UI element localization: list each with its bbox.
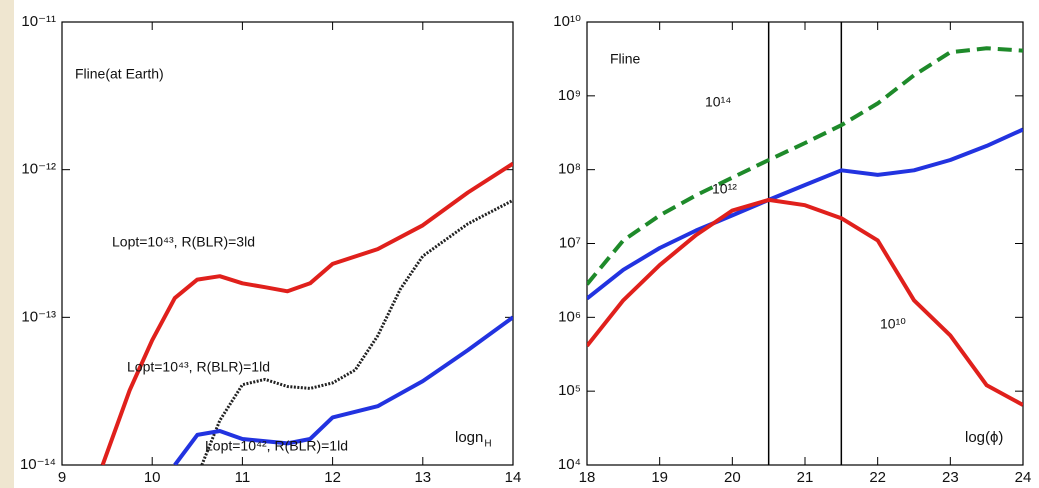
y-tick-label: 10⁻¹³	[21, 308, 56, 325]
x-tick-label: 9	[58, 469, 66, 486]
series-line	[587, 127, 1023, 301]
y-tick-label: 10⁹	[558, 87, 581, 104]
x-tick-label: 22	[869, 469, 886, 486]
x-tick-label: 23	[942, 469, 959, 486]
annotation: Fline(at Earth)	[75, 66, 164, 82]
annotation: Lopt=10⁴³, R(BLR)=1ld	[127, 359, 270, 375]
series-line	[587, 197, 1023, 407]
x-tick-label: 12	[324, 469, 341, 486]
series-line	[100, 161, 513, 465]
y-tick-label: 10⁷	[559, 234, 581, 251]
annotation: 10¹⁰	[880, 316, 906, 332]
x-tick-label: 18	[579, 469, 596, 486]
plot-frame	[61, 21, 514, 466]
y-tick-label: 10⁶	[558, 308, 581, 325]
x-tick-label: 24	[1015, 469, 1032, 486]
series-line	[200, 198, 513, 465]
side-strip	[0, 0, 14, 488]
x-axis-label-sub: H	[484, 439, 491, 450]
x-axis-label: logn	[455, 429, 483, 446]
y-tick-label: 10¹⁰	[553, 13, 581, 30]
x-tick-label: 13	[414, 469, 431, 486]
annotation: Lopt=10⁴³, R(BLR)=3ld	[112, 234, 255, 250]
x-tick-label: 11	[235, 469, 251, 486]
x-tick-label: 19	[651, 469, 668, 486]
y-tick-label: 10⁻¹¹	[21, 13, 56, 30]
x-tick-label: 14	[505, 469, 522, 486]
x-tick-label: 21	[797, 469, 814, 486]
y-tick-label: 10⁴	[558, 456, 581, 473]
y-tick-label: 10⁵	[558, 382, 581, 399]
annotation: 10¹⁴	[705, 94, 731, 110]
y-tick-label: 10⁻¹⁴	[20, 456, 56, 473]
annotation: Lopt=10⁴², R(BLR)=1ld	[205, 438, 348, 454]
plot-frame	[586, 21, 1024, 466]
series-line	[173, 315, 513, 465]
series-line	[587, 46, 1023, 286]
y-tick-label: 10⁻¹²	[21, 161, 56, 178]
annotation: 10¹²	[712, 181, 737, 197]
x-axis-label: log(ϕ)	[965, 429, 1003, 446]
x-tick-label: 20	[724, 469, 741, 486]
x-tick-label: 10	[144, 469, 161, 486]
y-tick-label: 10⁸	[558, 161, 581, 178]
annotation: Fline	[610, 51, 641, 67]
